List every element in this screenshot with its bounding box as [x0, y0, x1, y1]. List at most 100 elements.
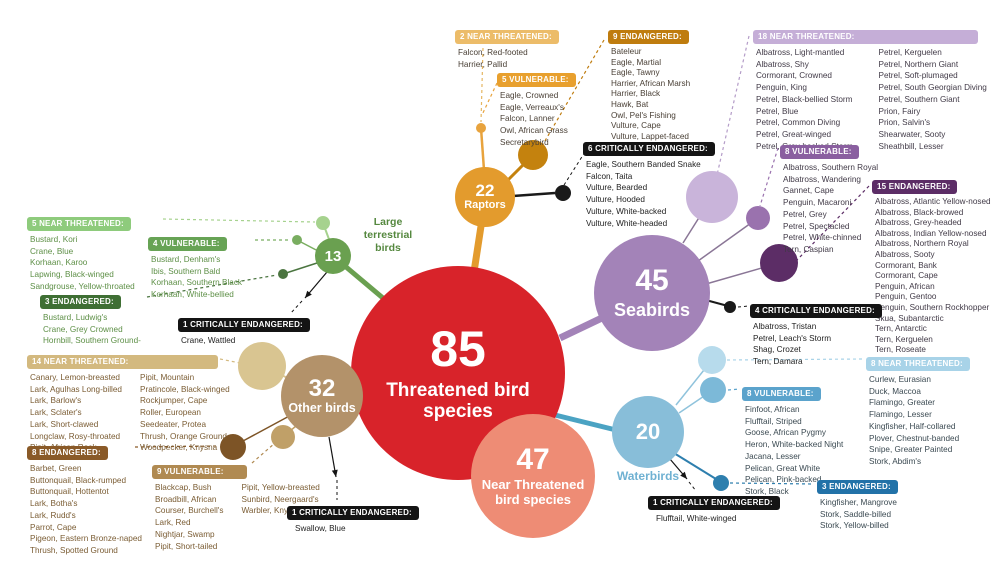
species-item: Thrush, Orange Ground [140, 431, 227, 441]
species-item: Lark, Barlow's [30, 396, 82, 406]
species-item: Falcon, Red-footed [458, 48, 528, 57]
section-header: 9 VULNERABLE: [152, 464, 247, 479]
species-item: Parrot, Cape [30, 522, 77, 532]
section-header: 18 NEAR THREATENED: [753, 29, 978, 44]
section-header: 8 ENDANGERED: [27, 445, 108, 460]
species-list: Finfoot, African Flufftail, Striped Goose,… [742, 404, 843, 498]
raptors-label: Raptors [464, 199, 506, 212]
species-item: Crane, Grey Crowned [43, 324, 123, 334]
species-item: Kingfisher, Mangrove [820, 498, 897, 507]
dot-waterbirds-vulnerable [700, 377, 726, 403]
species-item: Kingfisher, Half-collared [869, 421, 956, 431]
circle-other-birds: 32 Other birds [281, 355, 363, 437]
species-list: Albatross, Light-mantled Albatross, Shy Co… [753, 47, 993, 153]
species-item: Eagle, Martial [611, 57, 662, 67]
species-item: Eagle, Verreaux's [500, 102, 564, 112]
species-item: Longclaw, Rosy-throated [30, 431, 121, 441]
species-item: Vulture, Cape [611, 121, 661, 131]
species-item: Albatross, Northern Royal [875, 239, 969, 249]
species-item: Duck, Maccoa [869, 386, 921, 396]
species-item: Lark, Red [155, 518, 191, 528]
species-item: Vulture, Lappet-faced [611, 131, 689, 141]
species-item: Bustard, Ludwig's [43, 313, 108, 322]
links-waterbirds [663, 346, 864, 492]
species-item: Sheathbill, Lesser [878, 141, 944, 151]
species-item: Buttonquail, Hottentot [30, 487, 109, 497]
species-item: Albatross, Light-mantled [756, 48, 845, 57]
section-header: 15 ENDANGERED: [872, 179, 958, 194]
section-other-endangered: 8 ENDANGERED: Barbet, Green Buttonquail, … [27, 442, 142, 557]
species-item: Crane, Blue [30, 246, 74, 256]
dot-waterbirds-near-threatened [698, 346, 726, 374]
species-item: Korhaan, White-bellied [151, 290, 234, 300]
section-terrestrial-near-threatened: 5 NEAR THREATENED: Bustard, Kori Crane, B… [27, 213, 135, 293]
section-terrestrial-vulnerable: 4 VULNERABLE: Bustard, Denham's Ibis, Sou… [148, 233, 242, 301]
seabirds-count: 45 [635, 263, 669, 297]
species-item: Lark, Agulhas Long-billed [30, 384, 122, 394]
species-item: Pratincole, Black-winged [140, 384, 230, 394]
species-item: Stork, Black [745, 486, 789, 496]
label-large-terrestrial-birds: Large terrestrial birds [363, 216, 413, 255]
species-list: Bustard, Denham's Ibis, Southern Bald Korh… [148, 254, 242, 301]
species-item: Petrel, Grey [783, 209, 827, 219]
species-item: Tern, Roseate [875, 345, 926, 355]
section-seabirds-near-threatened: 18 NEAR THREATENED: Albatross, Light-man… [753, 26, 993, 153]
species-item: Korhaan, Southern Black [151, 278, 243, 288]
species-item: Flufftail, Striped [745, 416, 802, 426]
species-item: Vulture, Hooded [586, 195, 645, 205]
species-item: Vulture, White-backed [586, 206, 667, 216]
species-item: Shag, Crozet [753, 345, 801, 355]
species-item: Albatross, Sooty [875, 249, 935, 259]
links-other-birds [134, 342, 338, 500]
species-item: Curlew, Eurasian [869, 375, 931, 384]
dot-terrestrial-endangered [278, 269, 288, 279]
species-item: Tern, Damara [753, 357, 803, 367]
species-item: Penguin, Macaroni [783, 198, 852, 208]
species-item: Petrel, Northern Giant [878, 59, 959, 69]
species-item: Cormorant, Crowned [756, 71, 832, 81]
species-item: Lark, Sclater's [30, 408, 82, 418]
raptors-count: 22 [475, 181, 495, 201]
species-item: Tern, Kerguelen [875, 334, 933, 344]
species-item: Eagle, Southern Banded Snake [586, 160, 701, 169]
species-item: Snipe, Greater Painted [869, 445, 953, 455]
species-item: Woodpecker, Knysna [140, 443, 218, 453]
species-item: Roller, European [140, 408, 201, 418]
section-header: 5 NEAR THREATENED: [27, 216, 131, 231]
species-list: Blackcap, Bush Broadbill, African Courser,… [152, 482, 324, 553]
section-other-vulnerable: 9 VULNERABLE: Blackcap, Bush Broadbill, A… [152, 461, 324, 553]
section-header: 9 ENDANGERED: [608, 29, 689, 44]
circle-seabirds: 45 Seabirds [594, 235, 710, 351]
dot-raptors-endangered [518, 140, 548, 170]
circle-raptors: 22 Raptors [455, 167, 515, 227]
species-item: Petrel, Common Diving [756, 118, 841, 128]
species-list: Eagle, Southern Banded Snake Falcon, Tait… [583, 159, 715, 229]
section-header: 1 CRITICALLY ENDANGERED: [178, 317, 310, 332]
near-threatened-label: Near Threatened bird species [481, 476, 585, 507]
species-list: Bateleur Eagle, Martial Eagle, Tawny Harrie… [608, 47, 690, 142]
species-item: Gannet, Cape [783, 186, 834, 196]
waterbirds-count: 20 [635, 419, 661, 444]
species-item: Buttonquail, Black-rumped [30, 475, 127, 485]
species-item: Pipit, Short-tailed [155, 541, 218, 551]
species-item: Eagle, Tawny [611, 68, 660, 78]
species-item: Swallow, Blue [295, 524, 346, 533]
species-item: Penguin, Southern Rockhopper [875, 302, 990, 312]
section-header: 2 NEAR THREATENED: [455, 29, 559, 44]
section-header: 14 NEAR THREATENED: [27, 354, 218, 369]
species-item: Harrier, African Marsh [611, 78, 691, 88]
species-item: Albatross, Grey-headed [875, 218, 962, 228]
dot-waterbirds-endangered [713, 475, 729, 491]
section-terrestrial-endangered: 3 ENDANGERED: Bustard, Ludwig's Crane, Gr… [40, 291, 141, 347]
links-raptors [476, 39, 605, 201]
species-list: Falcon, Red-footed Harrier, Pallid [455, 47, 559, 70]
section-header: 1 CRITICALLY ENDANGERED: [287, 505, 419, 520]
species-list: Albatross, Southern Royal Albatross, Wand… [780, 162, 878, 256]
species-item: Petrel, Spectacled [783, 221, 850, 231]
species-item: Harrier, Black [611, 89, 661, 99]
circle-threatened-total: 85 Threatened bird species [351, 266, 565, 480]
species-item: Owl, Pel's Fishing [611, 110, 676, 120]
dot-other-endangered [220, 434, 246, 460]
